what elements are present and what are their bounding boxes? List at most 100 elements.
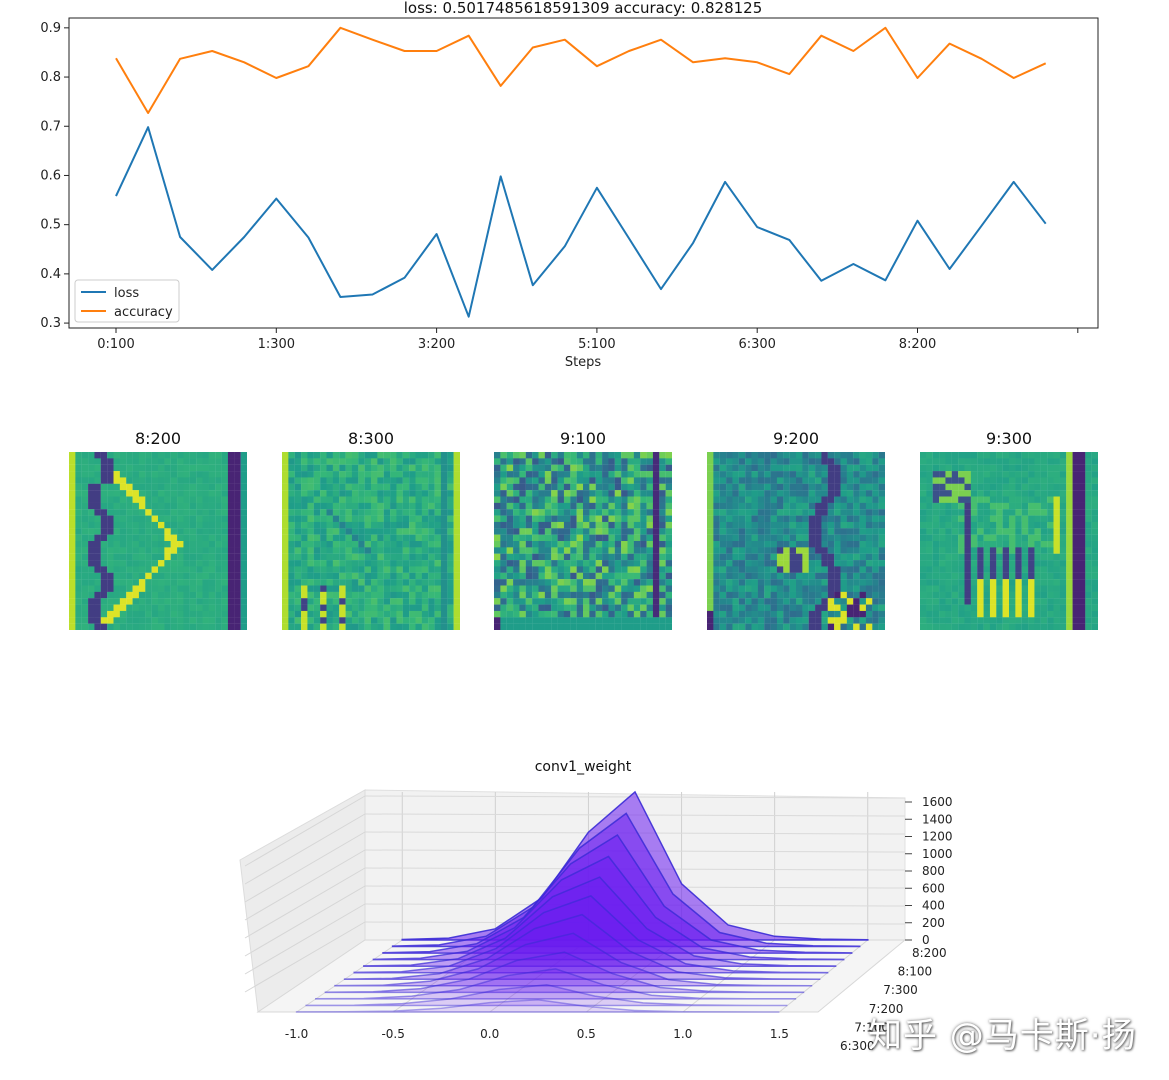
pixel [646,591,654,599]
pixel [447,617,454,624]
pixel [707,623,714,630]
pixel [1091,560,1098,567]
pixel [707,483,714,491]
pixel [107,560,114,567]
pixel [532,464,539,472]
pixel [640,623,647,630]
pixel [227,617,235,624]
pixel [757,509,765,516]
pixel [589,617,596,624]
pixel [1002,585,1010,592]
pixel [307,464,314,472]
pixel [288,490,295,497]
pixel [119,579,127,586]
pixel [802,579,809,586]
pixel [100,541,108,548]
pixel [840,598,847,605]
pixel [745,572,752,580]
line-chart-frame [68,17,1099,329]
pixel [802,560,809,567]
pixel [595,509,603,516]
pixel [802,452,809,459]
pixel [713,553,720,561]
pixel [282,496,289,503]
pixel [989,623,997,630]
pixel [107,553,114,561]
pixel [726,572,733,580]
pixel [608,502,615,510]
pixel [313,572,321,580]
pixel [951,604,959,612]
pixel [113,598,120,605]
pixel [494,604,501,612]
pixel [970,490,978,497]
pixel [1085,496,1092,503]
pixel [726,464,733,472]
pixel [713,566,720,573]
pixel [409,490,416,497]
pixel [583,572,590,580]
pixel [595,464,603,472]
pixel [402,515,410,523]
pixel [339,623,346,630]
pixel [326,521,333,529]
pixel [977,534,984,542]
pixel [1002,464,1010,472]
pixel [301,598,308,605]
pixel [1009,553,1016,561]
pixel [326,560,333,567]
pixel [138,604,146,612]
pixel [358,572,365,580]
pixel [1002,521,1010,529]
pixel [377,464,384,472]
pixel [783,566,790,573]
pixel [453,617,460,624]
pixel [100,534,108,542]
pixel [757,591,765,599]
pixel [789,553,797,561]
pixel [757,560,765,567]
pixel [513,579,520,586]
pixel [234,458,241,465]
pixel [719,617,727,624]
pixel [983,458,991,465]
pixel [1091,490,1098,497]
pixel [177,534,184,542]
pixel [878,591,885,599]
pixel [557,604,565,612]
pixel [294,623,302,630]
pixel [320,496,327,503]
pixel [170,483,178,491]
pixel [1015,521,1022,529]
pixel [339,598,346,605]
pixel [815,585,822,592]
pixel [989,471,997,478]
pixel [878,541,885,548]
pixel [570,471,577,478]
pixel [713,477,720,484]
pixel [240,528,247,535]
pixel [627,560,634,567]
pixel [1066,452,1073,459]
pixel [1034,617,1041,624]
pixel [878,604,885,612]
pixel [196,553,203,561]
pixel [164,458,171,465]
pixel [1002,477,1010,484]
pixel [409,566,416,573]
pixel [532,541,539,548]
pixel [377,452,384,459]
pixel [827,477,835,484]
pixel [853,528,860,535]
pixel [390,553,397,561]
pixel [421,477,429,484]
pixel [557,490,565,497]
pixel [1085,490,1092,497]
pixel [834,515,841,523]
pixel [713,490,720,497]
pixel [821,483,828,491]
pixel [377,610,384,618]
pixel [196,464,203,472]
pixel [970,579,978,586]
pixel [421,585,429,592]
